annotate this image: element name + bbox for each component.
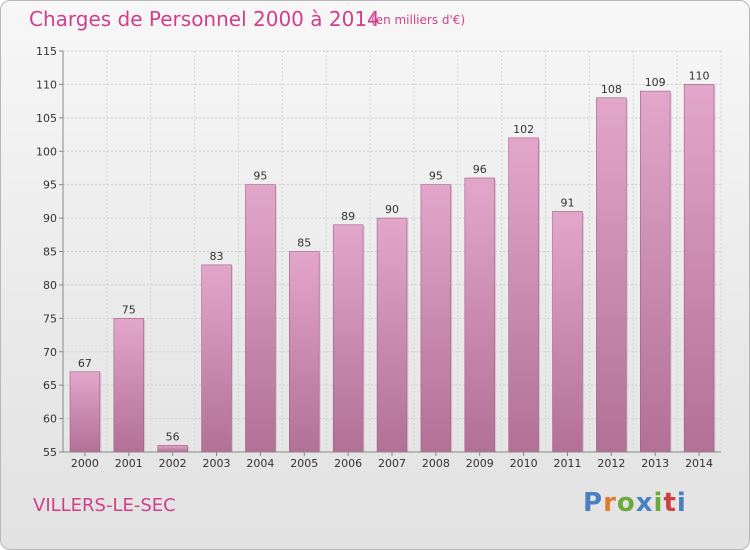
x-tick-label-2008: 2008 bbox=[422, 457, 450, 470]
bar-2005 bbox=[289, 251, 320, 453]
bar-2011 bbox=[552, 211, 583, 453]
x-tick-label-2013: 2013 bbox=[641, 457, 669, 470]
y-tick-label: 90 bbox=[43, 212, 57, 225]
bar-2013 bbox=[639, 90, 671, 453]
data-label-2010: 102 bbox=[513, 123, 534, 136]
bar-2000 bbox=[69, 371, 101, 453]
bar-2002 bbox=[157, 445, 188, 453]
data-label-2001: 75 bbox=[122, 303, 136, 316]
x-tick-label-2010: 2010 bbox=[510, 457, 538, 470]
y-tick-label: 60 bbox=[43, 413, 57, 426]
bar-2012 bbox=[596, 97, 627, 453]
data-label-2014: 110 bbox=[689, 69, 710, 82]
data-label-2006: 89 bbox=[341, 210, 355, 223]
y-tick-label: 55 bbox=[43, 446, 57, 459]
logo-letter: r bbox=[603, 488, 617, 518]
y-tick-label: 110 bbox=[36, 78, 57, 91]
data-label-2002: 56 bbox=[166, 430, 180, 443]
data-label-2012: 108 bbox=[601, 83, 622, 96]
bar-2003 bbox=[201, 264, 232, 453]
data-label-2007: 90 bbox=[385, 203, 399, 216]
y-tick-label: 65 bbox=[43, 379, 57, 392]
x-tick-label-2011: 2011 bbox=[553, 457, 581, 470]
bar-2014 bbox=[683, 84, 715, 453]
x-tick-label-2004: 2004 bbox=[246, 457, 274, 470]
data-label-2000: 67 bbox=[78, 357, 92, 370]
bar-2008 bbox=[420, 184, 452, 453]
x-tick-label-2000: 2000 bbox=[71, 457, 99, 470]
logo-letter: i bbox=[676, 488, 687, 518]
x-tick-label-2003: 2003 bbox=[203, 457, 231, 470]
x-tick-label-2009: 2009 bbox=[466, 457, 494, 470]
data-label-2005: 85 bbox=[297, 237, 311, 250]
data-label-2009: 96 bbox=[473, 163, 487, 176]
y-tick-label: 95 bbox=[43, 179, 57, 192]
y-tick-label: 70 bbox=[43, 346, 57, 359]
x-tick-label-2014: 2014 bbox=[685, 457, 713, 470]
logo-letter: i bbox=[653, 488, 664, 518]
bar-2006 bbox=[332, 224, 364, 453]
x-tick-label-2007: 2007 bbox=[378, 457, 406, 470]
y-tick-label: 75 bbox=[43, 312, 57, 325]
x-tick-label-2012: 2012 bbox=[597, 457, 625, 470]
chart-title: Charges de Personnel 2000 à 2014 bbox=[29, 7, 380, 31]
bar-2001 bbox=[113, 318, 145, 453]
bar-2010 bbox=[508, 137, 539, 453]
data-label-2011: 91 bbox=[560, 196, 574, 209]
logo-letter: x bbox=[635, 488, 654, 518]
data-label-2004: 95 bbox=[253, 170, 267, 183]
chart-subtitle: (en milliers d'€) bbox=[371, 13, 466, 27]
logo-letter: P bbox=[583, 488, 604, 518]
bar-2007 bbox=[376, 217, 408, 453]
proxiti-logo: Proxiti bbox=[583, 488, 687, 518]
y-tick-label: 85 bbox=[43, 246, 57, 259]
data-label-2008: 95 bbox=[429, 170, 443, 183]
x-tick-label-2001: 2001 bbox=[115, 457, 143, 470]
bar-2004 bbox=[245, 184, 276, 453]
logo-letter: t bbox=[663, 488, 677, 518]
logo-letter: o bbox=[616, 488, 636, 518]
bar-2009 bbox=[464, 177, 495, 453]
y-tick-label: 80 bbox=[43, 279, 57, 292]
y-tick-label: 115 bbox=[36, 45, 57, 58]
x-tick-label-2005: 2005 bbox=[290, 457, 318, 470]
y-tick-label: 100 bbox=[36, 145, 57, 158]
commune-name: VILLERS-LE-SEC bbox=[33, 495, 176, 516]
data-label-2003: 83 bbox=[210, 250, 224, 263]
data-label-2013: 109 bbox=[645, 76, 666, 89]
y-tick-label: 105 bbox=[36, 112, 57, 125]
x-tick-label-2002: 2002 bbox=[159, 457, 187, 470]
x-tick-label-2006: 2006 bbox=[334, 457, 362, 470]
